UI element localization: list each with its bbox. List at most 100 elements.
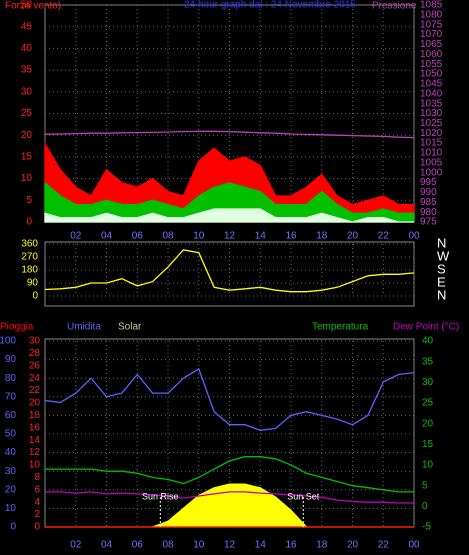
- y-tick-label: 25: [21, 108, 33, 119]
- x-tick-label: 10: [193, 231, 205, 242]
- x-tick-label: 16: [285, 231, 297, 242]
- y3-tick-label: 0: [34, 522, 40, 533]
- y2-tick-label: 995: [420, 177, 437, 188]
- series-area: [44, 181, 415, 223]
- y2-tick-label: 1085: [420, 0, 443, 11]
- y-tick-label: 70: [5, 391, 17, 402]
- x-tick-label: 22: [378, 540, 390, 551]
- y2-tick-label: 975: [420, 217, 437, 228]
- y-tick-label: 15: [21, 152, 33, 163]
- y2-tick-label: 1020: [420, 128, 443, 139]
- y-tick-label: 0: [10, 522, 16, 533]
- y2-tick-label: E: [437, 274, 446, 289]
- y2-tick-label: S: [437, 261, 446, 276]
- y2-tick-label: 980: [420, 207, 437, 218]
- x-tick-label: 04: [101, 231, 113, 242]
- series-area: [44, 208, 414, 223]
- y3-tick-label: 12: [29, 447, 41, 458]
- y2-tick-label: 1030: [420, 108, 443, 119]
- x-tick-label: 08: [162, 231, 174, 242]
- x-tick-label: 12: [224, 540, 236, 551]
- x-tick-label: 20: [347, 540, 359, 551]
- y-tick-label: 180: [21, 265, 38, 276]
- y-tick-label: 60: [5, 410, 17, 421]
- x-tick-label: 02: [70, 231, 82, 242]
- y-tick-label: 0: [26, 217, 32, 228]
- y-tick-label: 40: [5, 447, 17, 458]
- y3-tick-label: 24: [29, 373, 41, 384]
- y2-tick-label: 35: [422, 356, 434, 367]
- y2-tick-label: 1075: [420, 19, 443, 30]
- y2-tick-label: 30: [422, 377, 434, 388]
- y2-tick-label: 1080: [420, 10, 443, 21]
- series-line: [44, 367, 415, 431]
- y2-tick-label: N: [437, 235, 446, 250]
- y3-tick-label: 2: [34, 509, 40, 520]
- legend-label: Umidita: [67, 322, 101, 333]
- y2-tick-label: 985: [420, 197, 437, 208]
- annotation: Sun Set: [287, 491, 320, 501]
- y-tick-label: 360: [21, 239, 38, 250]
- y3-tick-label: 8: [34, 472, 40, 483]
- y2-tick-label: 1015: [420, 138, 443, 149]
- y3-tick-label: 4: [34, 497, 40, 508]
- x-tick-label: 02: [70, 540, 82, 551]
- x-tick-label: 06: [132, 540, 144, 551]
- y2-tick-label: 1000: [420, 167, 443, 178]
- annotation: Sun Rise: [142, 491, 179, 501]
- y-tick-label: 20: [21, 130, 33, 141]
- y2-tick-label: -5: [422, 522, 431, 533]
- series-line: [45, 456, 414, 493]
- y2-tick-label: 40: [422, 336, 434, 347]
- y-tick-label: 10: [21, 173, 33, 184]
- legend-label: Temperatura: [312, 322, 369, 333]
- y2-tick-label: W: [437, 248, 450, 263]
- x-tick-label: 04: [101, 540, 113, 551]
- panel-frame: [44, 241, 415, 307]
- y-tick-label: 40: [21, 43, 33, 54]
- x-tick-label: 12: [224, 231, 236, 242]
- y-tick-label: 10: [5, 503, 17, 514]
- x-tick-label: 16: [285, 540, 297, 551]
- series-line: [44, 249, 415, 293]
- y-tick-label: 5: [26, 195, 32, 206]
- y2-tick-label: 1045: [420, 79, 443, 90]
- y2-tick-label: 5: [422, 480, 428, 491]
- y-tick-label: 35: [21, 65, 33, 76]
- x-tick-label: 20: [347, 231, 359, 242]
- y2-tick-label: N: [437, 287, 446, 302]
- y-tick-label: 270: [21, 252, 38, 263]
- x-tick-label: 10: [193, 540, 205, 551]
- x-tick-label: 22: [378, 231, 390, 242]
- y2-tick-label: 1005: [420, 157, 443, 168]
- y-tick-label: 100: [0, 336, 16, 347]
- x-tick-label: 14: [255, 231, 267, 242]
- x-tick-label: 14: [255, 540, 267, 551]
- x-tick-label: 18: [316, 540, 328, 551]
- y2-tick-label: 1035: [420, 98, 443, 109]
- series-area: [45, 483, 414, 528]
- series-line: [44, 130, 415, 139]
- y3-tick-label: 28: [29, 348, 41, 359]
- y2-tick-label: 10: [422, 460, 434, 471]
- y2-tick-label: 1040: [420, 88, 443, 99]
- y-tick-label: 50: [5, 429, 17, 440]
- y2-tick-label: 15: [422, 439, 434, 450]
- x-tick-label: 00: [408, 540, 420, 551]
- y3-tick-label: 16: [29, 422, 41, 433]
- y-tick-label: 90: [5, 354, 17, 365]
- y3-tick-label: 26: [29, 360, 41, 371]
- y2-tick-label: 20: [422, 418, 434, 429]
- legend-label: Dew Point (°C): [393, 322, 459, 333]
- y3-tick-label: 10: [29, 460, 41, 471]
- y2-tick-label: 0: [422, 501, 428, 512]
- y3-tick-label: 22: [29, 385, 41, 396]
- y-tick-label: 30: [21, 86, 33, 97]
- x-tick-label: 08: [162, 540, 174, 551]
- x-tick-label: 00: [408, 231, 420, 242]
- y-tick-label: 80: [5, 373, 17, 384]
- y2-tick-label: 1025: [420, 118, 443, 129]
- y2-axis-title: Pressione: [372, 1, 417, 12]
- y2-tick-label: 25: [422, 398, 434, 409]
